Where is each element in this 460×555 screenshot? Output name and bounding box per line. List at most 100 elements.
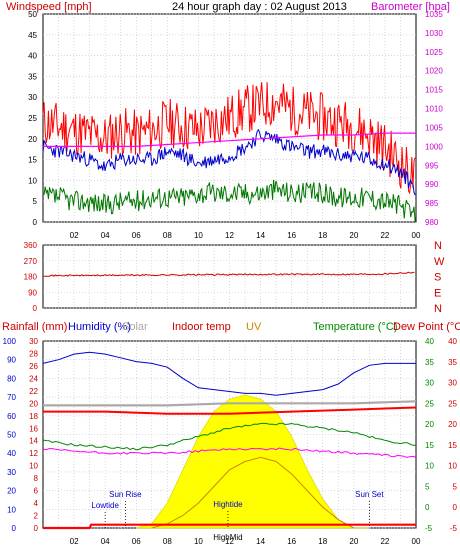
compass-tick-label: S: [434, 272, 441, 284]
x-tick-label: 02: [70, 537, 79, 546]
y-tick-label: 45: [28, 31, 37, 40]
humidity-tick-label: 0: [12, 524, 17, 533]
humidity-tick-label: 40: [7, 449, 16, 458]
rain-tick-label: 28: [29, 349, 38, 358]
y-right-tick-label: 1025: [425, 48, 443, 57]
humidity-line: [42, 351, 416, 396]
rain-tick-label: 2: [34, 512, 39, 521]
indoor-temp-line: [43, 406, 417, 415]
rain-tick-label: 8: [34, 474, 39, 483]
y-right-tick-label: 1005: [425, 123, 443, 132]
legend-rainfall: Rainfall (mm): [2, 321, 67, 333]
y-tick-label: 15: [28, 156, 37, 165]
humidity-tick-label: 80: [7, 374, 16, 383]
dewpoint-tick-label: 30: [448, 379, 457, 388]
humidity-tick-label: 10: [7, 505, 16, 514]
y-tick-label: 35: [28, 72, 37, 81]
y-tick-label: 0: [33, 304, 38, 313]
rain-tick-label: 0: [34, 524, 39, 533]
wind-direction-panel: 360 N 270 W 180 S 90 E 0 N: [24, 240, 445, 315]
highmid-marker: HighMid: [213, 533, 242, 542]
y-right-tick-label: 990: [425, 180, 439, 189]
barometer-line: [43, 132, 416, 147]
rain-tick-label: 4: [34, 499, 39, 508]
compass-tick-label: N: [434, 240, 442, 252]
y-tick-label: 30: [28, 93, 37, 102]
rain-tick-label: 14: [29, 437, 38, 446]
temp-tick-label: 10: [425, 462, 434, 471]
temp-tick-label: 30: [425, 379, 434, 388]
y-right-tick-label: 995: [425, 161, 439, 170]
left-axis-label: Windspeed [mph]: [6, 1, 92, 13]
compass-tick-label: N: [434, 303, 442, 315]
x-tick-label: 22: [380, 231, 389, 240]
y-right-tick-label: 1000: [425, 142, 443, 151]
x-tick-label: 04: [101, 231, 110, 240]
rain-tick-label: 30: [29, 337, 38, 346]
x-tick-label: 20: [349, 231, 358, 240]
rain-tick-label: 10: [29, 462, 38, 471]
chart-title: 24 hour graph day : 02 August 2013: [172, 1, 347, 13]
x-tick-label: 22: [380, 537, 389, 546]
compass-tick-label: W: [434, 256, 445, 268]
temp-tick-label: -5: [425, 524, 433, 533]
x-tick-label: 02: [70, 231, 79, 240]
x-tick-label: 18: [318, 537, 327, 546]
windspeed-panel: 5045403530252015105010351030102510201015…: [28, 10, 443, 240]
dewpoint-tick-label: 25: [448, 399, 457, 408]
x-tick-label: 04: [101, 537, 110, 546]
legend-indoor-temp: Indoor temp: [172, 321, 231, 333]
legend-dew-point: Dew Point (°C): [393, 321, 460, 333]
temp-tick-label: 5: [425, 482, 430, 491]
rain-tick-label: 20: [29, 399, 38, 408]
humidity-tick-label: 60: [7, 412, 16, 421]
legend-temperature: Temperature (°C): [313, 321, 397, 333]
legend-humidity: Humidity (%): [68, 321, 131, 333]
dewpoint-tick-label: 10: [448, 462, 457, 471]
y-tick-label: 50: [28, 10, 37, 19]
y-tick-label: 25: [28, 114, 37, 123]
y-tick-label: 40: [28, 52, 37, 61]
dewpoint-tick-label: -5: [450, 524, 458, 533]
legend-solar: Solar: [122, 321, 148, 333]
humidity-tick-label: 20: [7, 487, 16, 496]
rainfall-line: [43, 523, 416, 530]
y-tick-label: 0: [33, 218, 38, 227]
dewpoint-tick-label: 20: [448, 420, 457, 429]
panel3-legend: Rainfall (mm) Humidity (%) Solar Indoor …: [2, 321, 460, 333]
temp-tick-label: 25: [425, 399, 434, 408]
x-tick-label: 10: [194, 231, 203, 240]
temp-tick-label: 20: [425, 420, 434, 429]
rain-tick-label: 16: [29, 424, 38, 433]
x-tick-label: 00: [412, 537, 421, 546]
dewpoint-tick-label: 0: [453, 503, 458, 512]
y-right-tick-label: 1030: [425, 29, 443, 38]
dewpoint-tick-label: 5: [453, 482, 458, 491]
wind-average-line: [42, 128, 416, 196]
temp-tick-label: 35: [425, 358, 434, 367]
humidity-tick-label: 100: [3, 337, 17, 346]
wind-direction-line: [42, 271, 415, 277]
rain-tick-label: 26: [29, 362, 38, 371]
y-right-tick-label: 1020: [425, 67, 443, 76]
y-tick-label: 360: [24, 241, 38, 250]
temperature-humidity-panel: 1009080706050403020100302826242220181614…: [3, 337, 458, 546]
y-right-tick-label: 1015: [425, 86, 443, 95]
x-tick-label: 00: [412, 231, 421, 240]
x-tick-label: 10: [194, 537, 203, 546]
x-tick-label: 06: [132, 537, 141, 546]
dewpoint-tick-label: 35: [448, 358, 457, 367]
sunrise-marker: Sun Rise: [109, 490, 142, 499]
humidity-tick-label: 70: [7, 393, 16, 402]
x-tick-label: 08: [163, 537, 172, 546]
rain-tick-label: 24: [29, 374, 38, 383]
compass-tick-label: E: [434, 287, 441, 299]
lowtide-marker: Lowtide: [91, 501, 119, 510]
rain-tick-label: 22: [29, 387, 38, 396]
y-right-tick-label: 1010: [425, 105, 443, 114]
windspeed-gust-line: [42, 82, 416, 195]
rain-tick-label: 12: [29, 449, 38, 458]
sunset-marker: Sun Set: [355, 490, 384, 499]
y-tick-label: 5: [33, 197, 38, 206]
